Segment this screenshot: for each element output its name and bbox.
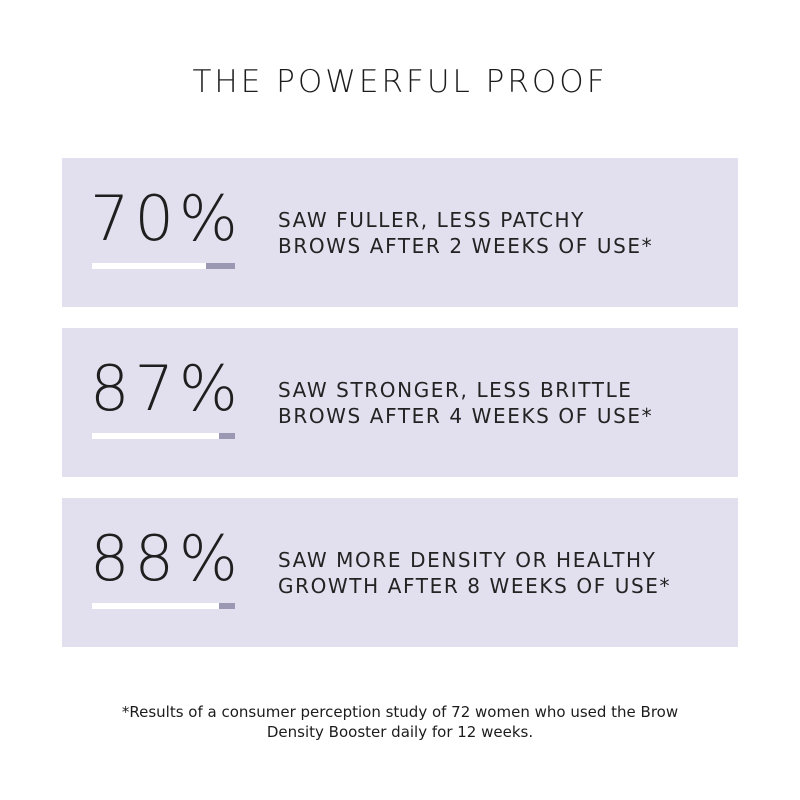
stat-card: 70% SAW FULLER, LESS PATCHY BROWS AFTER … [62,158,738,307]
stat-card: 88% SAW MORE DENSITY OR HEALTHY GROWTH A… [62,498,738,647]
stat-description-line: BROWS AFTER 4 WEEKS OF USE* [278,404,654,428]
footnote-line: *Results of a consumer perception study … [121,703,679,721]
stat-bar-track [92,433,235,439]
stat-description-line: SAW STRONGER, LESS BRITTLE [278,378,633,402]
stat-description-line: SAW FULLER, LESS PATCHY [278,208,585,232]
stat-percentage: 70% [90,182,243,255]
stat-bar-fill [92,433,220,439]
stat-description-line: GROWTH AFTER 8 WEEKS OF USE* [278,574,672,598]
stat-description-line: BROWS AFTER 2 WEEKS OF USE* [278,234,654,258]
stat-bar-fill [92,603,220,609]
stat-card: 87% SAW STRONGER, LESS BRITTLE BROWS AFT… [62,328,738,477]
stat-percentage: 87% [90,352,243,425]
page-title: THE POWERFUL PROOF [192,64,608,100]
stat-description: SAW MORE DENSITY OR HEALTHY GROWTH AFTER… [278,547,671,599]
stat-description: SAW STRONGER, LESS BRITTLE BROWS AFTER 4… [278,377,653,429]
stat-percentage: 88% [90,522,243,595]
stat-bar-track [92,603,235,609]
stat-description-line: SAW MORE DENSITY OR HEALTHY [278,548,657,572]
stat-bar-track [92,263,235,269]
footnote: *Results of a consumer perception study … [0,702,800,742]
footnote-line: Density Booster daily for 12 weeks. [266,723,534,741]
stat-description: SAW FULLER, LESS PATCHY BROWS AFTER 2 WE… [278,207,653,259]
stat-bar-fill [92,263,207,269]
